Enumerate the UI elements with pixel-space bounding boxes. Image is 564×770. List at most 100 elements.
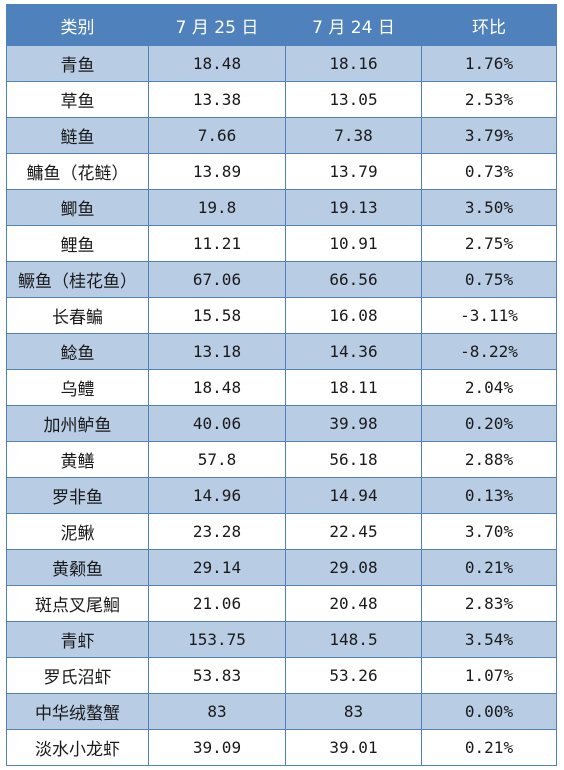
jul-25-price-cell: 7.66 [148, 117, 286, 154]
jul-25-price-cell: 83 [148, 693, 286, 730]
change-cell: 0.13% [421, 477, 557, 514]
jul-25-price-cell: 153.75 [148, 621, 286, 658]
price-table: 类别 7 月 25 日 7 月 24 日 环比 青鱼 18.48 18.16 1.76… [6, 4, 557, 766]
jul-25-price-cell: 15.58 [148, 297, 286, 334]
category-cell: 斑点叉尾鮰 [6, 585, 149, 622]
table-row: 长春鳊 15.58 16.08 -3.11% [6, 297, 557, 334]
jul-25-price-cell: 39.09 [148, 729, 286, 766]
category-cell: 罗氏沼虾 [6, 657, 149, 694]
category-cell: 泥鳅 [6, 513, 149, 550]
table-row: 泥鳅 23.28 22.45 3.70% [6, 513, 557, 550]
jul-25-price-cell: 14.96 [148, 477, 286, 514]
jul-24-price-cell: 56.18 [285, 441, 422, 478]
table-body: 青鱼 18.48 18.16 1.76% 草鱼 13.38 13.05 2.53% 鲢鱼 7.66… [6, 45, 557, 766]
change-cell: 2.53% [421, 81, 557, 118]
table-row: 淡水小龙虾 39.09 39.01 0.21% [6, 729, 557, 766]
jul-24-price-cell: 14.36 [285, 333, 422, 370]
jul-25-price-cell: 13.89 [148, 153, 286, 190]
change-cell: 2.04% [421, 369, 557, 406]
change-cell: 2.83% [421, 585, 557, 622]
change-cell: 0.21% [421, 549, 557, 586]
change-cell: 0.73% [421, 153, 557, 190]
price-table-container: 类别 7 月 25 日 7 月 24 日 环比 青鱼 18.48 18.16 1.76… [6, 4, 557, 766]
jul-24-price-cell: 13.05 [285, 81, 422, 118]
jul-25-price-cell: 18.48 [148, 45, 286, 82]
change-cell: 3.54% [421, 621, 557, 658]
jul-24-price-cell: 66.56 [285, 261, 422, 298]
table-row: 草鱼 13.38 13.05 2.53% [6, 81, 557, 118]
category-cell: 淡水小龙虾 [6, 729, 149, 766]
jul-24-price-cell: 22.45 [285, 513, 422, 550]
header-jul-24: 7 月 24 日 [285, 4, 422, 46]
jul-24-price-cell: 20.48 [285, 585, 422, 622]
change-cell: 3.50% [421, 189, 557, 226]
category-cell: 鲤鱼 [6, 225, 149, 262]
jul-24-price-cell: 7.38 [285, 117, 422, 154]
jul-24-price-cell: 148.5 [285, 621, 422, 658]
table-row: 斑点叉尾鮰 21.06 20.48 2.83% [6, 585, 557, 622]
header-category: 类别 [6, 4, 149, 46]
jul-25-price-cell: 19.8 [148, 189, 286, 226]
header-jul-25: 7 月 25 日 [148, 4, 286, 46]
jul-25-price-cell: 18.48 [148, 369, 286, 406]
category-cell: 中华绒螯蟹 [6, 693, 149, 730]
table-row: 鲫鱼 19.8 19.13 3.50% [6, 189, 557, 226]
jul-24-price-cell: 83 [285, 693, 422, 730]
jul-25-price-cell: 21.06 [148, 585, 286, 622]
jul-25-price-cell: 40.06 [148, 405, 286, 442]
jul-24-price-cell: 18.16 [285, 45, 422, 82]
table-row: 加州鲈鱼 40.06 39.98 0.20% [6, 405, 557, 442]
jul-24-price-cell: 39.01 [285, 729, 422, 766]
table-row: 罗氏沼虾 53.83 53.26 1.07% [6, 657, 557, 694]
table-row: 黄颡鱼 29.14 29.08 0.21% [6, 549, 557, 586]
jul-24-price-cell: 14.94 [285, 477, 422, 514]
change-cell: 0.21% [421, 729, 557, 766]
change-cell: 1.07% [421, 657, 557, 694]
change-cell: 2.75% [421, 225, 557, 262]
change-cell: -3.11% [421, 297, 557, 334]
table-row: 鲤鱼 11.21 10.91 2.75% [6, 225, 557, 262]
category-cell: 鲫鱼 [6, 189, 149, 226]
table-row: 鳙鱼（花鲢） 13.89 13.79 0.73% [6, 153, 557, 190]
category-cell: 鳜鱼（桂花鱼） [6, 261, 149, 298]
jul-25-price-cell: 57.8 [148, 441, 286, 478]
category-cell: 黄鳝 [6, 441, 149, 478]
category-cell: 鲶鱼 [6, 333, 149, 370]
jul-24-price-cell: 10.91 [285, 225, 422, 262]
table-header-row: 类别 7 月 25 日 7 月 24 日 环比 [6, 4, 557, 46]
change-cell: 3.70% [421, 513, 557, 550]
category-cell: 黄颡鱼 [6, 549, 149, 586]
change-cell: 0.75% [421, 261, 557, 298]
change-cell: 3.79% [421, 117, 557, 154]
change-cell: 0.00% [421, 693, 557, 730]
jul-25-price-cell: 13.38 [148, 81, 286, 118]
change-cell: -8.22% [421, 333, 557, 370]
change-cell: 0.20% [421, 405, 557, 442]
category-cell: 加州鲈鱼 [6, 405, 149, 442]
jul-25-price-cell: 67.06 [148, 261, 286, 298]
jul-24-price-cell: 39.98 [285, 405, 422, 442]
table-row: 乌鳢 18.48 18.11 2.04% [6, 369, 557, 406]
category-cell: 鲢鱼 [6, 117, 149, 154]
table-row: 鲶鱼 13.18 14.36 -8.22% [6, 333, 557, 370]
jul-24-price-cell: 53.26 [285, 657, 422, 694]
jul-25-price-cell: 29.14 [148, 549, 286, 586]
jul-24-price-cell: 13.79 [285, 153, 422, 190]
table-row: 青虾 153.75 148.5 3.54% [6, 621, 557, 658]
jul-25-price-cell: 11.21 [148, 225, 286, 262]
category-cell: 鳙鱼（花鲢） [6, 153, 149, 190]
category-cell: 罗非鱼 [6, 477, 149, 514]
table-row: 中华绒螯蟹 83 83 0.00% [6, 693, 557, 730]
jul-25-price-cell: 23.28 [148, 513, 286, 550]
header-change: 环比 [421, 4, 557, 46]
category-cell: 乌鳢 [6, 369, 149, 406]
table-row: 鳜鱼（桂花鱼） 67.06 66.56 0.75% [6, 261, 557, 298]
jul-24-price-cell: 18.11 [285, 369, 422, 406]
category-cell: 草鱼 [6, 81, 149, 118]
category-cell: 青鱼 [6, 45, 149, 82]
table-row: 青鱼 18.48 18.16 1.76% [6, 45, 557, 82]
jul-24-price-cell: 29.08 [285, 549, 422, 586]
table-row: 罗非鱼 14.96 14.94 0.13% [6, 477, 557, 514]
category-cell: 青虾 [6, 621, 149, 658]
table-row: 黄鳝 57.8 56.18 2.88% [6, 441, 557, 478]
